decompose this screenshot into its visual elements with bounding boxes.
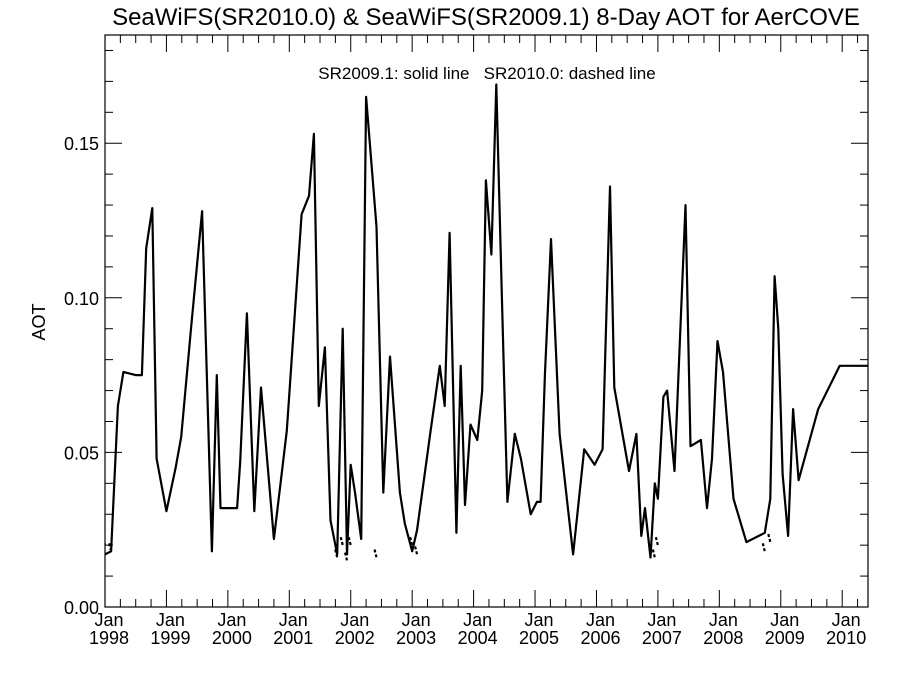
x-tick-month: Jan [94, 610, 123, 630]
x-tick-year: 2000 [212, 628, 252, 648]
axis-ticks [104, 35, 868, 608]
series-point-sr2010.0 [108, 543, 113, 552]
x-tick-year: 2006 [580, 628, 620, 648]
series-point-sr2010.0 [767, 533, 772, 543]
y-tick-label: 0.05 [64, 443, 99, 463]
x-tick-year: 2008 [703, 628, 743, 648]
plot-frame [104, 34, 869, 608]
x-tick-year: 1998 [89, 628, 129, 648]
series-point-sr2010.0 [414, 546, 419, 555]
x-tick-month: Jan [586, 610, 615, 630]
axis-tick-labels: 0.000.050.100.15Jan1998Jan1999Jan2000Jan… [64, 134, 866, 648]
series-point-sr2010.0 [654, 536, 659, 546]
y-axis-label: AOT [29, 303, 49, 340]
series-point-sr2010.0 [339, 536, 344, 546]
series-point-sr2010.0 [409, 536, 414, 546]
series-point-sr2010.0 [761, 543, 766, 552]
chart-title: SeaWiFS(SR2010.0) & SeaWiFS(SR2009.1) 8-… [112, 4, 860, 31]
y-tick-label: 0.10 [64, 289, 99, 309]
x-tick-month: Jan [156, 610, 185, 630]
x-tick-month: Jan [647, 610, 676, 630]
x-tick-month: Jan [525, 610, 554, 630]
x-tick-year: 2009 [765, 628, 805, 648]
x-tick-month: Jan [279, 610, 308, 630]
series-point-sr2010.0 [343, 552, 349, 561]
series-line-sr2009.1 [105, 83, 868, 559]
x-tick-year: 2001 [273, 628, 313, 648]
series-point-sr2010.0 [334, 549, 339, 558]
y-tick-label: 0.15 [64, 134, 99, 154]
x-tick-year: 2005 [519, 628, 559, 648]
x-tick-month: Jan [340, 610, 369, 630]
x-tick-year: 2010 [826, 628, 866, 648]
series-point-sr2010.0 [373, 549, 378, 558]
x-tick-month: Jan [463, 610, 492, 630]
series-point-sr2010.0 [651, 549, 656, 558]
x-tick-year: 2003 [396, 628, 436, 648]
series-point-sr2010.0 [347, 536, 352, 546]
x-tick-month: Jan [402, 610, 431, 630]
y-tick-label: 0.00 [64, 598, 99, 618]
x-tick-month: Jan [709, 610, 738, 630]
x-tick-year: 1999 [150, 628, 190, 648]
x-tick-month: Jan [832, 610, 861, 630]
x-tick-month: Jan [217, 610, 246, 630]
x-tick-month: Jan [770, 610, 799, 630]
x-tick-year: 2002 [335, 628, 375, 648]
data-series [105, 83, 868, 561]
line-style-annotation: SR2009.1: solid line SR2010.0: dashed li… [318, 64, 655, 83]
x-tick-year: 2004 [458, 628, 498, 648]
x-tick-year: 2007 [642, 628, 682, 648]
